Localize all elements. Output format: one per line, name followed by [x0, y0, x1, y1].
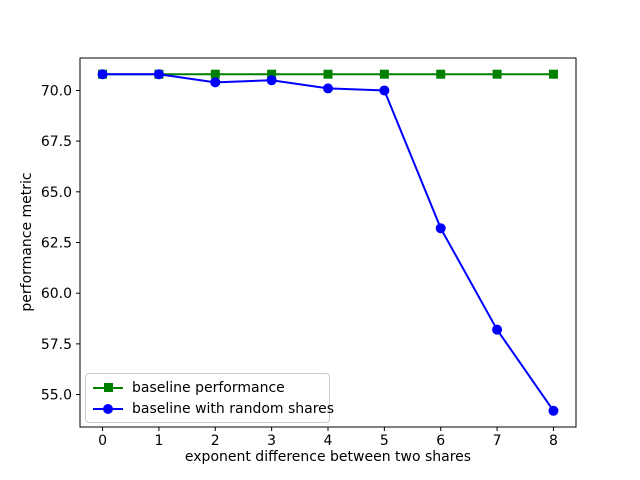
axes-spines [79, 57, 577, 428]
x-tick-label: 0 [98, 433, 107, 449]
data-point-marker [379, 85, 390, 96]
y-tick-label: 67.5 [41, 134, 72, 150]
line-circle-marker-icon [93, 402, 123, 416]
legend-label: baseline performance [132, 379, 285, 396]
circle-marker-icon [103, 403, 113, 414]
data-point-marker [97, 69, 108, 80]
data-point-marker [210, 69, 220, 79]
x-tick-label: 5 [380, 433, 389, 449]
data-point-marker [548, 69, 558, 79]
y-tick-label: 62.5 [41, 236, 72, 252]
data-point-marker [267, 69, 277, 79]
y-tick-label: 57.5 [41, 337, 72, 353]
legend: baseline performance baseline with rando… [85, 373, 334, 423]
data-point-marker [266, 75, 277, 86]
square-marker-icon [103, 383, 113, 392]
x-tick-label: 4 [324, 433, 333, 449]
data-point-marker [323, 69, 333, 79]
series-line [102, 73, 555, 412]
y-axis-label-text: performance metric [19, 172, 35, 312]
x-tick-label: 8 [549, 433, 558, 449]
x-tick-label: 6 [436, 433, 445, 449]
legend-item-baseline-performance: baseline performance [93, 377, 322, 398]
data-point-marker [492, 324, 503, 335]
x-axis-label: exponent difference between two shares [184, 449, 472, 465]
x-tick-label: 3 [267, 433, 276, 449]
data-point-marker [436, 69, 446, 79]
data-point-marker [210, 77, 221, 88]
x-tick-label: 7 [493, 433, 502, 449]
legend-item-baseline-with-random-shares: baseline with random shares [93, 398, 334, 419]
x-tick-label: 2 [211, 433, 220, 449]
x-tick-label: 1 [154, 433, 163, 449]
data-point-marker [153, 69, 164, 80]
y-tick-label: 65.0 [41, 185, 72, 201]
y-tick-label: 60.0 [41, 286, 72, 302]
data-point-marker [379, 69, 389, 79]
data-point-marker [435, 223, 446, 234]
legend-label: baseline with random shares [132, 400, 335, 417]
data-point-marker [548, 405, 559, 416]
data-point-marker [323, 83, 333, 94]
line-square-marker-icon [93, 381, 123, 395]
data-point-marker [492, 69, 502, 79]
y-tick-label: 70.0 [41, 83, 72, 99]
y-tick-label: 55.0 [41, 388, 72, 404]
